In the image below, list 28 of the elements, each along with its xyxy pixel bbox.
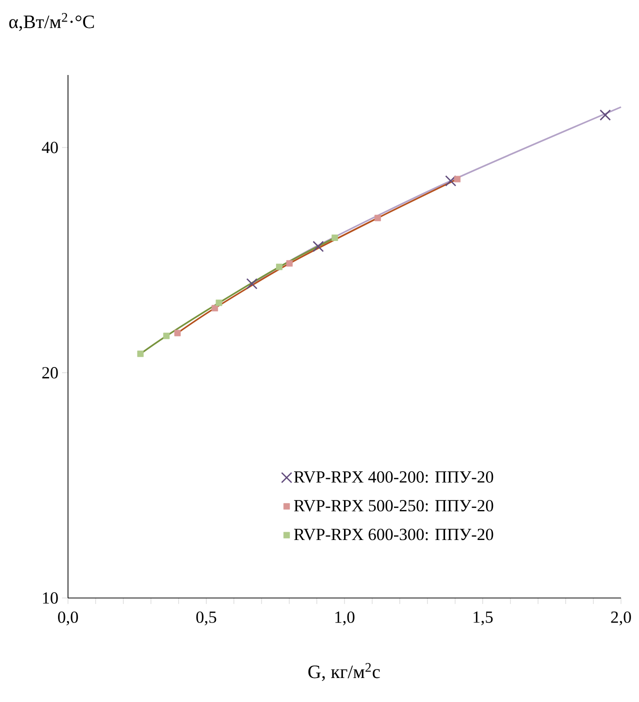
point	[454, 176, 461, 182]
point	[137, 350, 144, 358]
x-tick-label: 2,0	[611, 611, 631, 626]
point	[246, 278, 258, 290]
point	[445, 175, 456, 186]
line-series	[251, 106, 622, 285]
legend-label: RVP-RPX 500-250: ППУ-20	[294, 500, 494, 512]
point	[276, 264, 282, 270]
point	[216, 300, 222, 306]
point	[332, 234, 338, 241]
point	[212, 304, 218, 312]
x-tick-label: 1,0	[335, 611, 354, 626]
y-axis-title: α,Вт/м$^{2}$·°C	[9, 13, 94, 31]
point	[174, 330, 181, 336]
point	[163, 332, 170, 340]
point	[374, 214, 381, 222]
point	[312, 240, 324, 252]
x-tick-label: 0,0	[58, 611, 78, 626]
y-tick-label: 40	[42, 142, 58, 154]
y-tick-label: 10	[43, 592, 58, 604]
x-axis-title: G, кг/м$^{2}$с	[308, 663, 380, 681]
legend-label: RVP-RPX 600-300: ППУ-20	[294, 528, 494, 540]
x-tick-label: 1,5	[474, 611, 493, 626]
y-tick-label: 20	[42, 367, 58, 378]
point	[600, 109, 611, 121]
x-tick-label: 0,5	[196, 611, 216, 626]
legend-label: RVP-RPX 400-200: ППУ-20	[294, 471, 494, 483]
point	[286, 260, 293, 267]
